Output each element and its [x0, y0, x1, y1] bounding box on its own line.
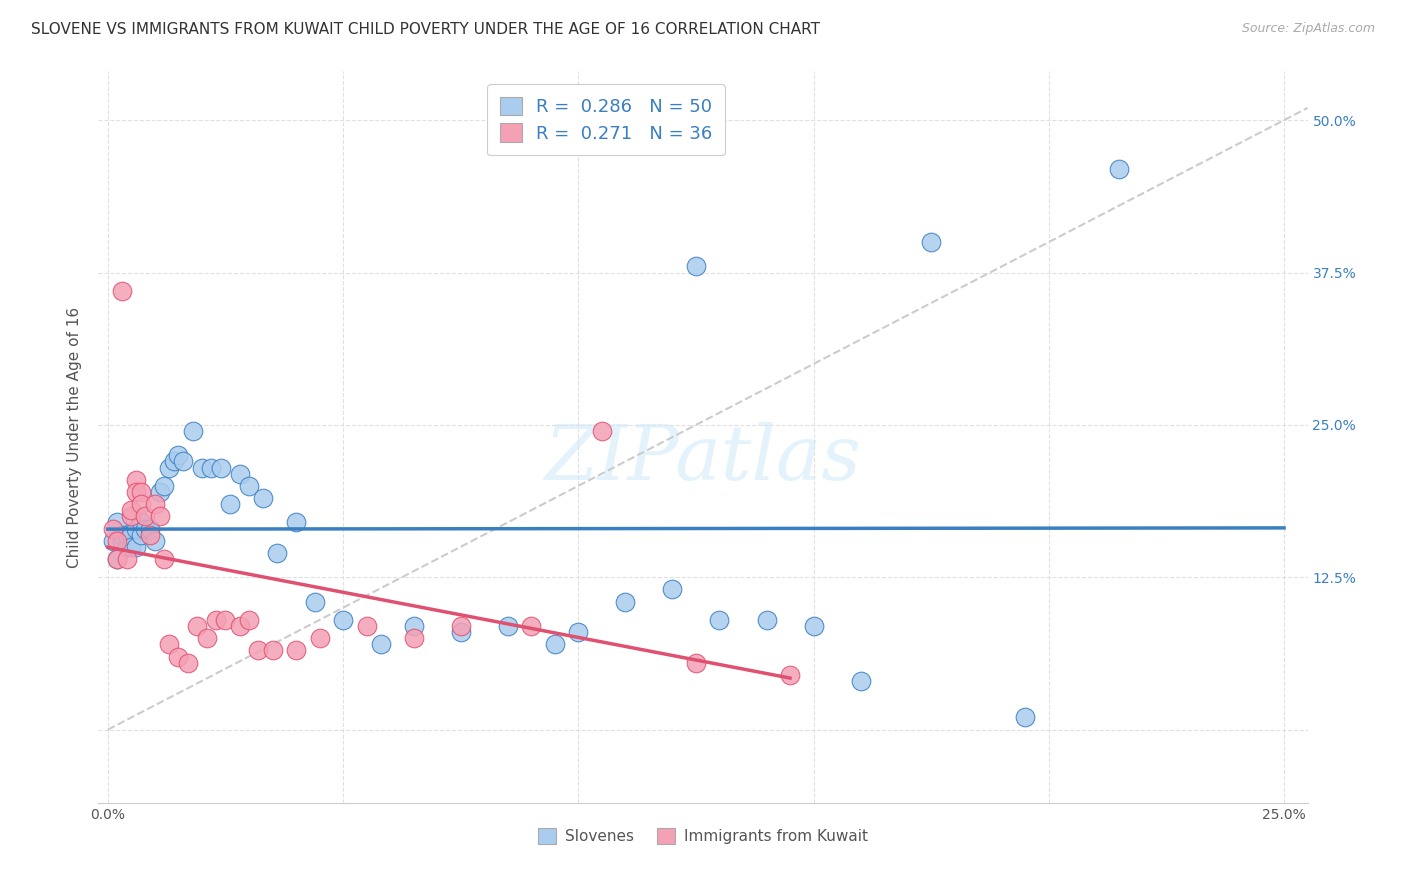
Point — [214, 613, 236, 627]
Point — [304, 594, 326, 608]
Point — [228, 619, 250, 633]
Point — [111, 284, 134, 298]
Point — [167, 649, 190, 664]
Point — [153, 479, 176, 493]
Point — [125, 473, 148, 487]
Point — [120, 503, 142, 517]
Point — [129, 527, 152, 541]
Point — [139, 521, 162, 535]
Point — [450, 625, 472, 640]
Point — [920, 235, 942, 249]
Point — [450, 619, 472, 633]
Point — [149, 485, 172, 500]
Point — [709, 613, 731, 627]
Point — [157, 637, 180, 651]
Text: ZIPatlas: ZIPatlas — [544, 422, 862, 496]
Point — [1014, 710, 1036, 724]
Point — [120, 509, 142, 524]
Point — [567, 625, 589, 640]
Point — [755, 613, 778, 627]
Point — [308, 632, 330, 646]
Point — [247, 643, 270, 657]
Point — [228, 467, 250, 481]
Point — [285, 643, 308, 657]
Point — [252, 491, 274, 505]
Text: SLOVENE VS IMMIGRANTS FROM KUWAIT CHILD POVERTY UNDER THE AGE OF 16 CORRELATION : SLOVENE VS IMMIGRANTS FROM KUWAIT CHILD … — [31, 22, 820, 37]
Point — [181, 424, 204, 438]
Point — [685, 260, 707, 274]
Point — [219, 497, 242, 511]
Point — [200, 460, 222, 475]
Point — [262, 643, 284, 657]
Point — [186, 619, 208, 633]
Point — [285, 516, 308, 530]
Point — [125, 540, 148, 554]
Point — [238, 479, 260, 493]
Point — [402, 619, 425, 633]
Point — [191, 460, 214, 475]
Point — [134, 509, 156, 524]
Point — [163, 454, 186, 468]
Point — [149, 509, 172, 524]
Point — [172, 454, 194, 468]
Point — [111, 533, 134, 548]
Point — [209, 460, 232, 475]
Point — [115, 540, 138, 554]
Point — [544, 637, 567, 651]
Point — [177, 656, 200, 670]
Point — [402, 632, 425, 646]
Point — [134, 521, 156, 535]
Point — [591, 424, 613, 438]
Point — [370, 637, 392, 651]
Point — [111, 527, 134, 541]
Point — [129, 485, 152, 500]
Point — [143, 497, 166, 511]
Point — [520, 619, 543, 633]
Point — [332, 613, 354, 627]
Point — [153, 552, 176, 566]
Point — [101, 521, 124, 535]
Point — [105, 516, 128, 530]
Point — [129, 516, 152, 530]
Point — [496, 619, 519, 633]
Point — [356, 619, 378, 633]
Point — [125, 485, 148, 500]
Point — [120, 540, 142, 554]
Point — [266, 546, 288, 560]
Point — [101, 533, 124, 548]
Point — [1108, 161, 1130, 176]
Point — [129, 497, 152, 511]
Point — [779, 667, 801, 681]
Point — [105, 552, 128, 566]
Point — [685, 656, 707, 670]
Point — [139, 527, 162, 541]
Point — [120, 527, 142, 541]
Point — [115, 527, 138, 541]
Point — [115, 552, 138, 566]
Legend: Slovenes, Immigrants from Kuwait: Slovenes, Immigrants from Kuwait — [531, 822, 875, 850]
Point — [849, 673, 872, 688]
Point — [661, 582, 683, 597]
Point — [157, 460, 180, 475]
Text: Source: ZipAtlas.com: Source: ZipAtlas.com — [1241, 22, 1375, 36]
Y-axis label: Child Poverty Under the Age of 16: Child Poverty Under the Age of 16 — [67, 307, 83, 567]
Point — [195, 632, 218, 646]
Point — [238, 613, 260, 627]
Point — [105, 533, 128, 548]
Point — [105, 552, 128, 566]
Point — [167, 448, 190, 462]
Point — [205, 613, 228, 627]
Point — [125, 521, 148, 535]
Point — [614, 594, 637, 608]
Point — [803, 619, 825, 633]
Point — [143, 533, 166, 548]
